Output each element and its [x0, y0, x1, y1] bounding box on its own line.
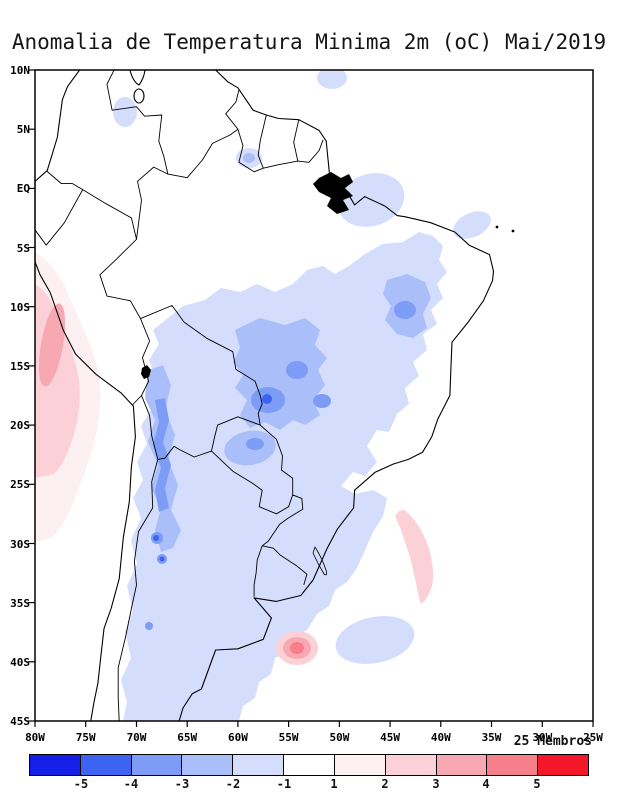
colorbar-cell [538, 755, 588, 775]
lon-label: 35W [482, 731, 502, 744]
lat-axis [28, 69, 35, 722]
colorbar-cell [131, 755, 183, 775]
anomaly-region [153, 535, 159, 541]
lat-label: 30S [10, 538, 30, 551]
ensemble-members-label: 25 Membros [513, 734, 592, 749]
colorbar-tick: -3 [174, 777, 190, 791]
lat-label: 20S [10, 419, 30, 432]
anomaly-region [313, 394, 331, 408]
colorbar [29, 754, 589, 776]
colorbar-cell [233, 755, 285, 775]
lon-label: 70W [127, 731, 147, 744]
anomaly-region [290, 642, 304, 654]
lat-label: 10N [10, 64, 30, 77]
colorbar-cell [30, 755, 81, 775]
country-borders [35, 70, 324, 721]
colorbar-cell [436, 755, 488, 775]
colorbar-cell [284, 755, 335, 775]
lat-label: 5N [17, 123, 30, 136]
atlantic-island-dot [495, 225, 499, 229]
lon-axis-labels: 80W 75W 70W 65W 60W 55W 50W 45W 40W 35W … [25, 731, 603, 744]
chart-title: Anomalia de Temperatura Minima 2m (oC) M… [11, 30, 607, 54]
colorbar-tick: -1 [276, 777, 292, 791]
lat-label: 15S [10, 360, 30, 373]
lat-label: 45S [10, 715, 30, 728]
anomaly-region [395, 509, 434, 604]
anomaly-region [246, 438, 264, 450]
colorbar-tick: 2 [381, 777, 389, 791]
anomaly-region [243, 153, 255, 163]
colorbar-tick: 4 [482, 777, 490, 791]
anomaly-region [159, 556, 165, 562]
anomaly-region [121, 232, 447, 721]
lon-label: 60W [228, 731, 248, 744]
colorbar-cell [182, 755, 234, 775]
colorbar-tick: -4 [123, 777, 139, 791]
colorbar-tick: 5 [533, 777, 541, 791]
anomaly-region [286, 361, 308, 379]
colorbar-tick-labels: -5 -4 -3 -2 -1 1 2 3 4 5 [29, 777, 589, 793]
lon-label: 25W [583, 731, 603, 744]
anomaly-region [262, 394, 272, 404]
anomaly-region [335, 616, 415, 664]
anomaly-region [317, 70, 347, 89]
lon-label: 55W [279, 731, 299, 744]
colorbar-tick: -5 [73, 777, 89, 791]
colorbar-tick: 3 [432, 777, 440, 791]
lon-axis [34, 721, 594, 727]
gulf-of-venezuela-coast [129, 70, 146, 86]
lat-label: 35S [10, 597, 30, 610]
lat-axis-labels: 10N 5N EQ 5S 10S 15S 20S 25S 30S 35S 40S… [10, 64, 30, 728]
anomaly-region [394, 301, 416, 319]
anomaly-region [113, 97, 137, 127]
anomaly-region [453, 211, 491, 239]
colorbar-cell [385, 755, 437, 775]
amazon-mouth-islands [313, 172, 353, 214]
colorbar-tick: -2 [225, 777, 241, 791]
coastline [35, 70, 495, 721]
lon-label: 45W [380, 731, 400, 744]
lat-label: 40S [10, 656, 30, 669]
map-figure: 10N 5N EQ 5S 10S 15S 20S 25S 30S 35S 40S… [10, 64, 603, 744]
anomaly-region [38, 303, 66, 387]
anomaly-field [35, 70, 491, 721]
lake-maracaibo [133, 88, 145, 104]
lat-label: EQ [17, 182, 31, 195]
lon-label: 80W [25, 731, 45, 744]
patos-lagoon [312, 546, 328, 576]
colorbar-cell [487, 755, 539, 775]
atlantic-island-dot [511, 229, 515, 233]
lon-label: 30W [532, 731, 552, 744]
anomaly-region [145, 622, 153, 630]
colorbar-tick: 1 [330, 777, 338, 791]
plot-frame [34, 69, 594, 722]
colorbar-cell [334, 755, 386, 775]
lon-label: 40W [431, 731, 451, 744]
anomaly-region [233, 318, 327, 430]
lat-label: 5S [17, 242, 30, 255]
lat-label: 25S [10, 478, 30, 491]
lat-label: 10S [10, 301, 30, 314]
lon-label: 50W [329, 731, 349, 744]
lake-titicaca [141, 365, 151, 379]
lon-label: 65W [177, 731, 197, 744]
anomaly-region [153, 398, 171, 512]
colorbar-cell [80, 755, 132, 775]
map-lines [35, 70, 515, 721]
lon-label: 75W [76, 731, 96, 744]
